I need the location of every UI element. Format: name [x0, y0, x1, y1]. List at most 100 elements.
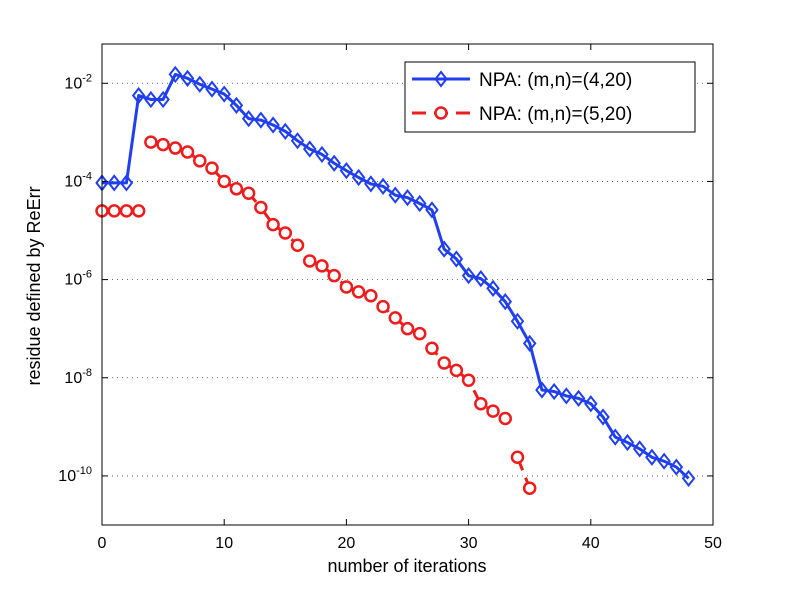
data-point-diamond [522, 334, 537, 353]
data-point-diamond [229, 96, 244, 114]
data-point-circle [486, 404, 500, 418]
data-point-diamond [315, 145, 329, 164]
x-tick-label: 20 [338, 535, 356, 552]
data-point-circle [376, 299, 390, 314]
data-point-diamond [217, 85, 231, 103]
data-point-circle [474, 397, 488, 411]
axes-box [101, 43, 714, 526]
data-point-circle [449, 363, 464, 378]
data-point-circle [339, 280, 354, 294]
data-point-circle [437, 356, 451, 370]
data-point-diamond [400, 189, 415, 207]
y-axis-ticks: 10-10 10-8 10-6 10-4 10-2 [58, 72, 713, 485]
data-point-diamond [168, 65, 183, 84]
y-tick-label: 10-10 [58, 465, 92, 485]
x-tick-label: 10 [215, 535, 233, 552]
data-point-diamond [474, 269, 488, 288]
data-point-diamond [449, 250, 464, 268]
x-tick-label: 40 [582, 535, 600, 552]
data-point-diamond [119, 174, 134, 192]
data-point-diamond [192, 75, 207, 93]
y-tick-label: 10-6 [64, 269, 92, 289]
data-point-diamond [290, 132, 305, 150]
data-point-circle [217, 174, 231, 189]
data-point-circle [498, 411, 513, 426]
data-point-diamond [645, 448, 659, 466]
x-axis-ticks: 0 10 20 30 40 50 [98, 44, 722, 552]
data-point-circle [119, 204, 134, 218]
data-point-diamond [388, 186, 403, 204]
data-point-diamond [241, 109, 256, 128]
data-point-circle [364, 289, 378, 303]
data-point-diamond [156, 90, 170, 109]
data-point-diamond [376, 177, 390, 195]
data-point-diamond [584, 395, 598, 413]
legend-diamond-icon [434, 70, 448, 88]
data-point-circle [327, 268, 341, 283]
data-point-circle [193, 154, 207, 168]
data-point-diamond [596, 408, 610, 426]
data-point-diamond [425, 201, 439, 219]
data-point-diamond [144, 90, 158, 109]
data-point-circle [241, 186, 256, 200]
data-point-diamond [205, 80, 219, 98]
legend-box [404, 61, 696, 133]
data-point-diamond [571, 389, 586, 407]
legend-label-series-1: NPA: (m,n)=(4,20) [479, 70, 632, 91]
y-tick-label: 10-8 [64, 367, 92, 387]
data-point-circle [266, 217, 280, 232]
data-point-diamond [669, 458, 684, 476]
data-point-circle [522, 481, 537, 495]
data-point-circle [315, 259, 329, 273]
y-tick-label: 10-4 [64, 170, 92, 190]
data-point-circle [107, 204, 121, 218]
data-point-circle [180, 145, 195, 159]
data-point-diamond [131, 86, 146, 105]
data-point-diamond [498, 293, 513, 311]
data-point-diamond [632, 440, 647, 458]
data-point-diamond [620, 433, 635, 452]
data-point-diamond [351, 168, 366, 187]
data-point-circle [278, 226, 293, 240]
data-point-circle [412, 326, 427, 341]
data-point-circle [229, 182, 244, 196]
series-1 [95, 65, 696, 487]
legend-entry-series-2: NPA: (m,n)=(5,20) [412, 104, 632, 125]
data-point-diamond [657, 452, 671, 470]
data-point-circle [290, 238, 305, 252]
data-point-diamond [364, 175, 378, 193]
data-point-diamond [608, 428, 623, 446]
x-tick-label: 0 [98, 535, 107, 552]
data-point-diamond [412, 194, 427, 213]
plot-frame [101, 43, 714, 526]
data-point-circle [254, 200, 268, 215]
data-point-circle [461, 373, 476, 387]
data-point-diamond [559, 387, 574, 405]
data-point-circle [302, 254, 317, 268]
data-point-circle [131, 204, 146, 218]
data-point-diamond [486, 279, 500, 298]
legend-circle-icon [434, 106, 448, 120]
y-axis-label: residue defined by ReErr [24, 186, 44, 385]
legend-entry-series-1: NPA: (m,n)=(4,20) [412, 70, 632, 91]
x-tick-label: 30 [460, 535, 478, 552]
data-point-diamond [266, 116, 280, 134]
data-point-diamond [461, 267, 476, 285]
series-line-segment [102, 72, 690, 480]
x-axis-label: number of iterations [327, 556, 486, 576]
legend-label-series-2: NPA: (m,n)=(5,20) [479, 104, 632, 125]
data-point-diamond [327, 154, 341, 172]
data-point-circle [388, 311, 403, 325]
data-point-diamond [437, 240, 451, 258]
data-point-diamond [681, 469, 696, 487]
data-point-circle [425, 341, 439, 356]
data-point-diamond [339, 162, 354, 180]
data-point-circle [205, 161, 219, 175]
x-tick-label: 50 [704, 535, 722, 552]
data-point-circle [351, 285, 366, 299]
data-point-diamond [278, 122, 293, 140]
data-point-diamond [535, 381, 549, 399]
legend: NPA: (m,n)=(4,20) NPA: (m,n)=(5,20) [404, 61, 696, 133]
data-point-circle [144, 135, 158, 149]
